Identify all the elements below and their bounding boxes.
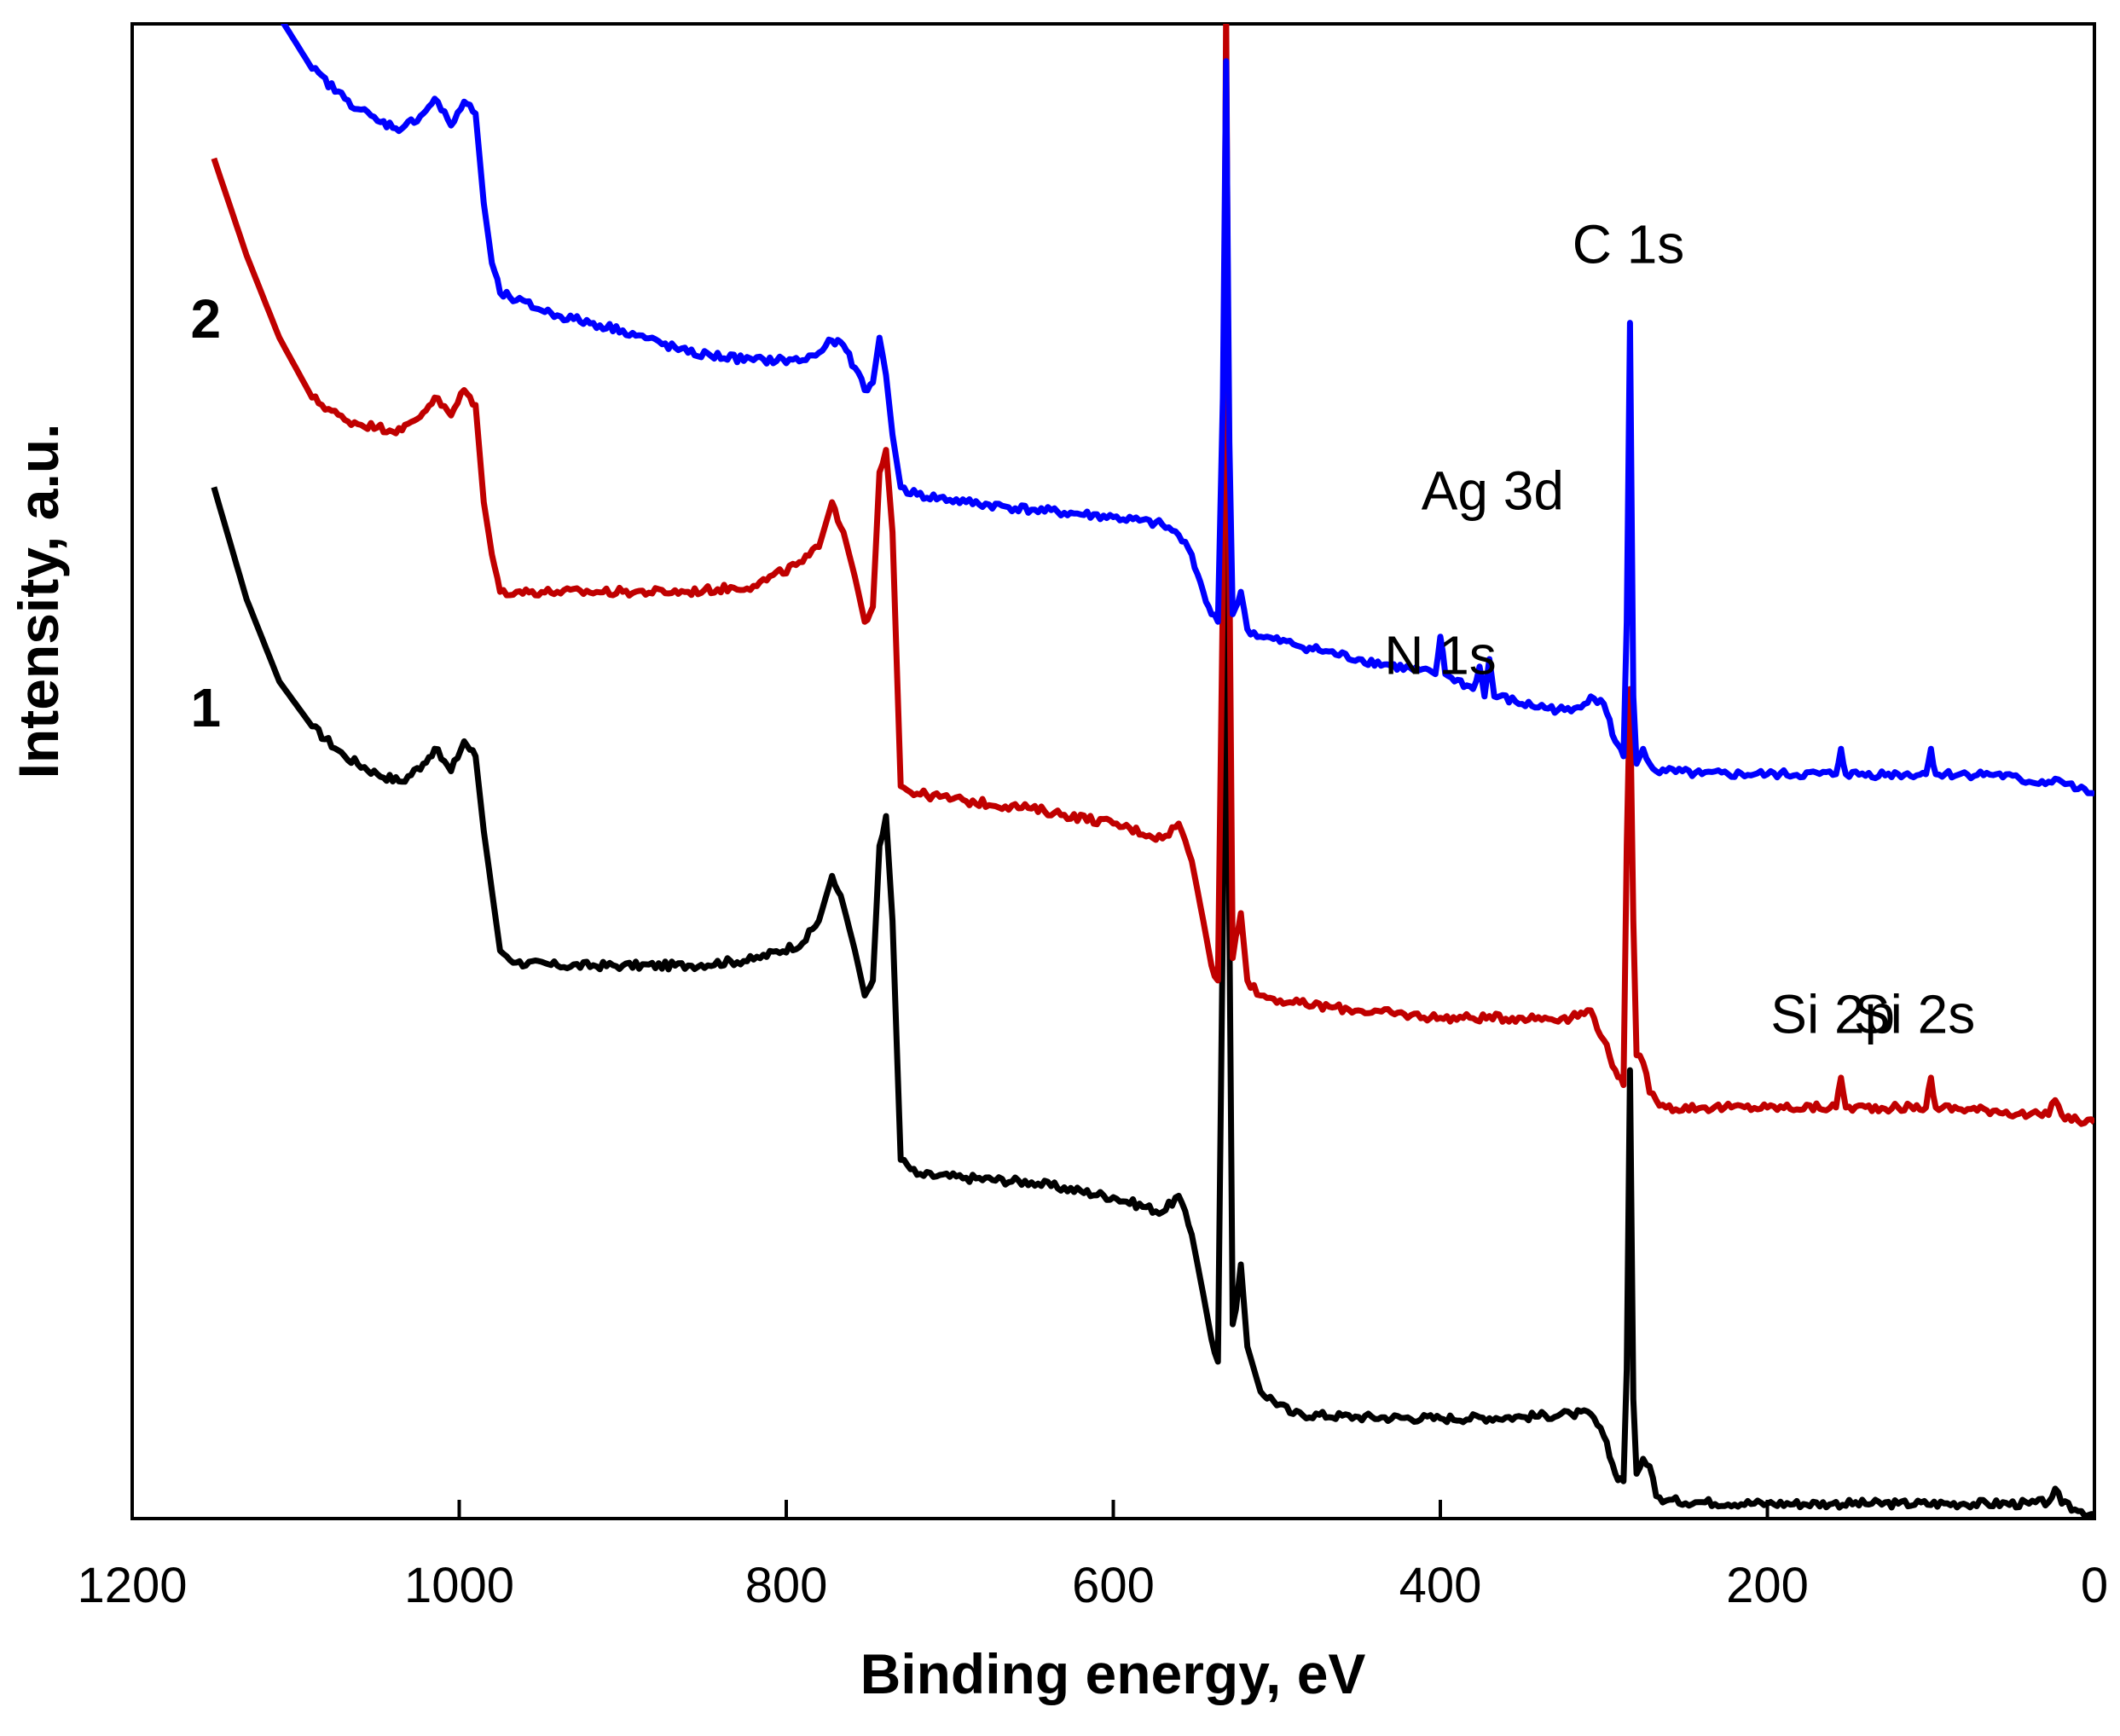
curve-label: 2 [190, 288, 221, 350]
x-tick-label: 400 [1399, 1558, 1482, 1613]
x-tick-label: 800 [745, 1558, 828, 1613]
y-axis-title: Intensity, a.u. [7, 424, 70, 779]
series-line-3 [280, 24, 2094, 797]
peak-label: Si 2p [1770, 983, 1895, 1044]
series-line-2 [211, 24, 2094, 1127]
plot-frame-group [130, 22, 2096, 1520]
x-tick-label: 1000 [404, 1558, 514, 1613]
x-axis-title: Binding energy, eV [860, 1642, 1366, 1705]
series-layer [211, 24, 2094, 1519]
series-line-1 [211, 439, 2094, 1519]
x-tick-label: 200 [1726, 1558, 1809, 1613]
peak-label: Si 2s [1854, 983, 1975, 1044]
plot-frame [130, 22, 2096, 1520]
x-tick-label: 600 [1072, 1558, 1155, 1613]
peak-label: C 1s [1573, 213, 1685, 275]
curve-labels: 321 [190, 288, 221, 738]
curve-label: 1 [190, 677, 221, 738]
x-tick-label: 0 [2081, 1558, 2108, 1613]
peak-label: N 1s [1384, 625, 1497, 686]
x-tick-label: 1200 [77, 1558, 187, 1613]
peak-label: Ag 3d [1422, 460, 1564, 522]
x-axis: 1200 1000 800 600 400 200 0 [77, 1500, 2108, 1613]
